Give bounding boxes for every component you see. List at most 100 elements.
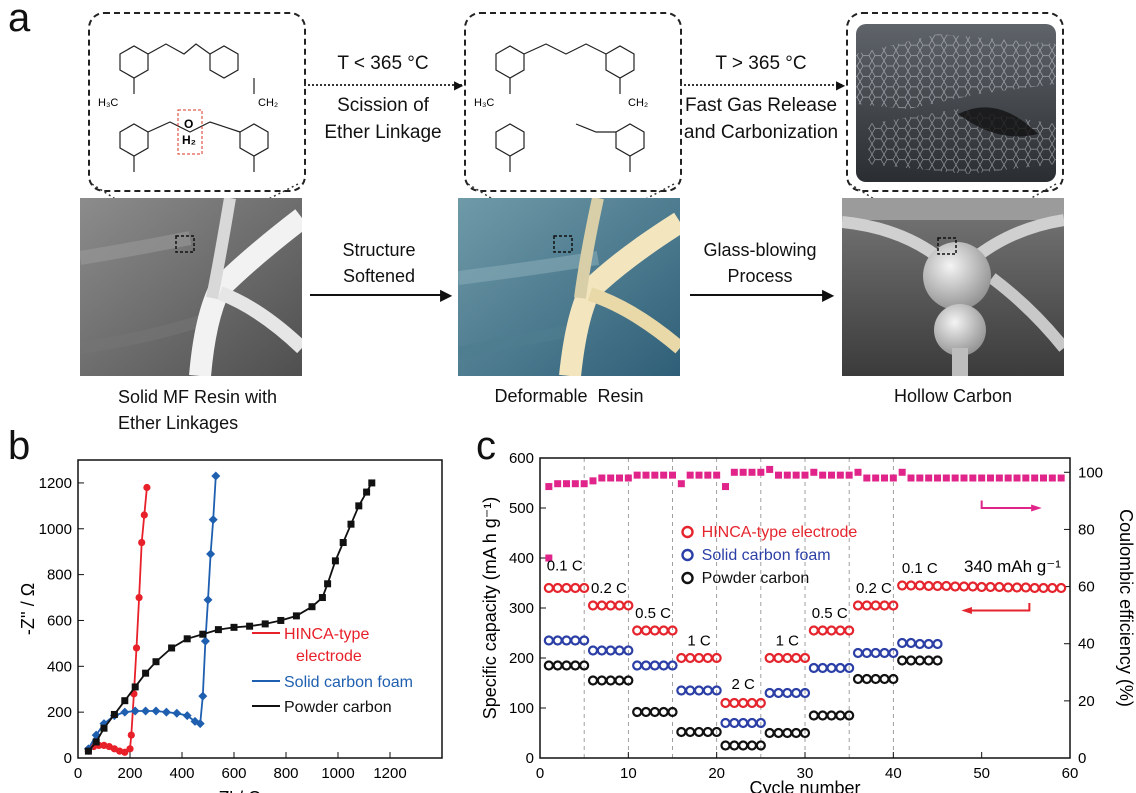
capacity-point [667,625,678,636]
capacity-point [667,706,678,718]
panel-c-label: c [476,424,496,468]
efficiency-point [872,474,880,482]
capacity-point [543,660,554,671]
x-axis-label: Z' / Ω [219,788,262,793]
capacity-point [879,647,890,659]
chem-ch2-label-2: CH₂ [628,97,648,109]
capacity-point [861,673,872,685]
efficiency-point [571,480,579,488]
efficiency-point [854,468,862,476]
x-tick-label: 30 [797,765,814,782]
capacity-point [808,662,819,674]
capacity-point [852,647,864,659]
capacity-point [773,687,784,699]
capacity-point [923,655,934,666]
efficiency-point [722,483,729,491]
powder-point [152,658,160,666]
capacity-point [649,625,660,636]
capacity-point [879,600,890,611]
capacity-point [587,675,599,686]
plot-frame [77,459,443,759]
capacity-point [596,600,607,611]
efficiency-point [677,480,685,488]
step-1-temperature: T < 365 °C [337,53,429,74]
capacity-point [632,660,643,671]
capacity-point [782,652,793,664]
y2-tick-label: 20 [1078,693,1095,710]
arrow-1-line2: Softened [342,266,416,286]
efficiency-axis-arrow [980,500,1035,509]
capacity-point [1047,582,1058,594]
capacity-point [888,673,899,685]
capacity-point [685,685,696,696]
capacity-point [835,710,846,721]
capacity-point [623,675,634,686]
capacity-point [852,600,864,611]
efficiency-point [651,471,659,479]
foam-point [203,595,213,605]
efficiency-point [669,471,676,479]
capacity-point [738,717,749,729]
capacity-point [914,638,925,650]
step-1-line2: Ether Linkage [324,122,442,143]
efficiency-point [863,474,871,482]
efficiency-point [1031,474,1039,482]
hinca-point [132,644,141,652]
capacity-point [826,625,837,636]
capacity-point [755,697,766,709]
caption-deformable: Deformable Resin [494,386,644,406]
sem-solid-resin [80,198,302,376]
dotted-arrow-2 [680,84,842,86]
capacity-point [738,697,749,709]
capacity-point [711,685,722,696]
hinca-point [127,731,135,739]
efficiency-point [598,474,606,482]
capacity-point [914,580,925,591]
foam-point [195,719,205,729]
capacity-point [826,662,837,674]
capacity-point [570,635,581,646]
y-tick-label: 800 [47,567,72,584]
capacity-point [782,727,793,739]
capacity-point [764,687,775,699]
capacity-point [693,685,705,696]
rate-label: 0.2 C [856,580,892,597]
capacity-point [552,660,563,671]
efficiency-point [616,474,623,482]
capacity-point [693,652,705,664]
powder-point [355,502,363,510]
y-tick-label: 600 [47,612,72,629]
capacity-point [791,727,802,739]
arrow-2-line1: Glass-blowing [703,240,817,260]
efficiency-point [792,471,800,479]
caption-solid-line1: Solid MF Resin with [118,387,278,407]
x-tick-label: 800 [273,765,298,782]
legend-marker [681,571,694,585]
step-2-line1: Fast Gas Release [684,95,838,116]
capacity-point [958,581,970,592]
resin-structure-diagram-1: O H₂ H₃C CH₂ [98,43,278,172]
efficiency-point [845,471,853,479]
capacity-point [808,710,819,721]
x-tick-label: 0 [536,765,544,782]
caption-hollow: Hollow Carbon [893,386,1013,406]
powder-point [368,479,376,487]
hinca-point [138,538,146,547]
capacity-point [702,652,713,664]
capacity-point [808,625,819,636]
powder-point [318,594,326,602]
efficiency-point [545,483,553,491]
foam-point [172,708,182,718]
caption-solid-line2: Ether Linkages [118,413,239,433]
efficiency-point [713,471,721,479]
rate-label: 0.5 C [635,605,671,622]
capacity-point [711,726,722,738]
efficiency-arrow-head [1031,504,1042,512]
capacity-point [729,697,740,709]
efficiency-point [1057,474,1065,482]
capacity-point [817,710,828,721]
x-tick-label: 10 [620,765,637,782]
legend-label: Solid carbon foam [702,547,831,564]
capacity-point [596,675,607,686]
resin-structure-diagram-2: H₃C CH₂ [474,43,648,172]
